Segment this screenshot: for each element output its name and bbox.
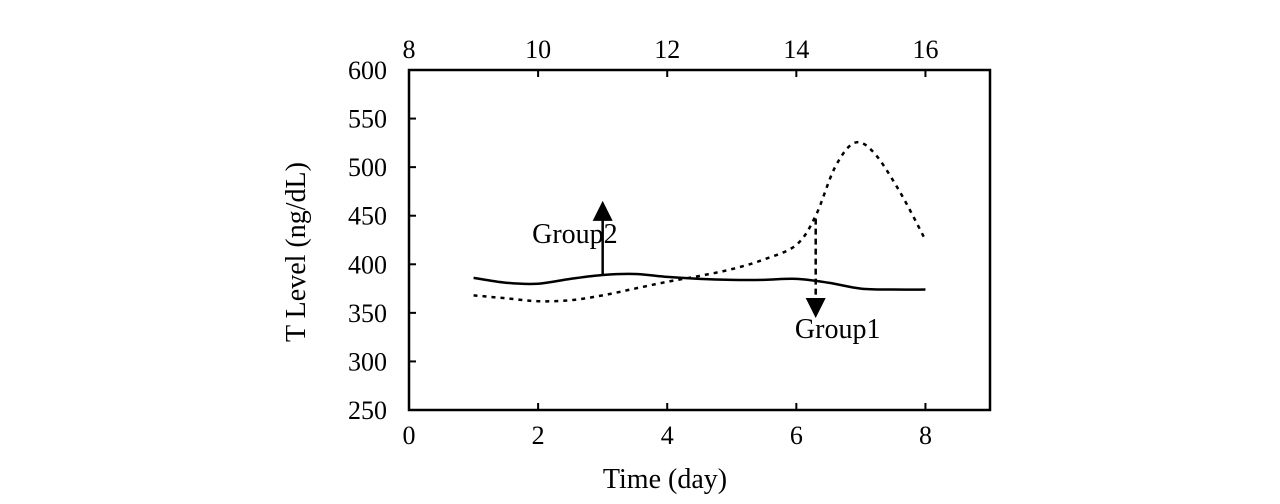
x-tick-label: 8 xyxy=(919,421,932,450)
x-tick-label: 4 xyxy=(661,421,674,450)
x2-tick-label: 16 xyxy=(912,35,938,64)
y-tick-label: 450 xyxy=(348,202,387,231)
y-tick-label: 600 xyxy=(348,56,387,85)
y-tick-label: 350 xyxy=(348,299,387,328)
x-tick-label: 0 xyxy=(403,421,416,450)
x2-tick-label: 14 xyxy=(783,35,809,64)
x-tick-label: 6 xyxy=(790,421,803,450)
y-tick-label: 300 xyxy=(348,347,387,376)
y-tick-label: 250 xyxy=(348,396,387,425)
x2-tick-label: 8 xyxy=(403,35,416,64)
y-tick-label: 500 xyxy=(348,153,387,182)
series-line-solid xyxy=(473,272,926,291)
x-tick-label: 2 xyxy=(532,421,545,450)
annotation-label: Group1 xyxy=(795,314,881,345)
chart-marks: 0 2 4 6 8 8 10 12 14 16 250 300 350 400 450 500 550 600 Gr… xyxy=(348,35,938,450)
annotation-label: Group2 xyxy=(532,219,618,250)
x2-tick-label: 10 xyxy=(525,35,551,64)
y-tick-label: 400 xyxy=(348,250,387,279)
y-axis-title: T Level (ng/dL) xyxy=(281,162,312,342)
series-line-dotted xyxy=(473,140,927,303)
x2-tick-label: 12 xyxy=(654,35,680,64)
x-axis-title: Time (day) xyxy=(603,464,727,495)
plot-frame xyxy=(407,68,992,412)
y-tick-label: 550 xyxy=(348,105,387,134)
